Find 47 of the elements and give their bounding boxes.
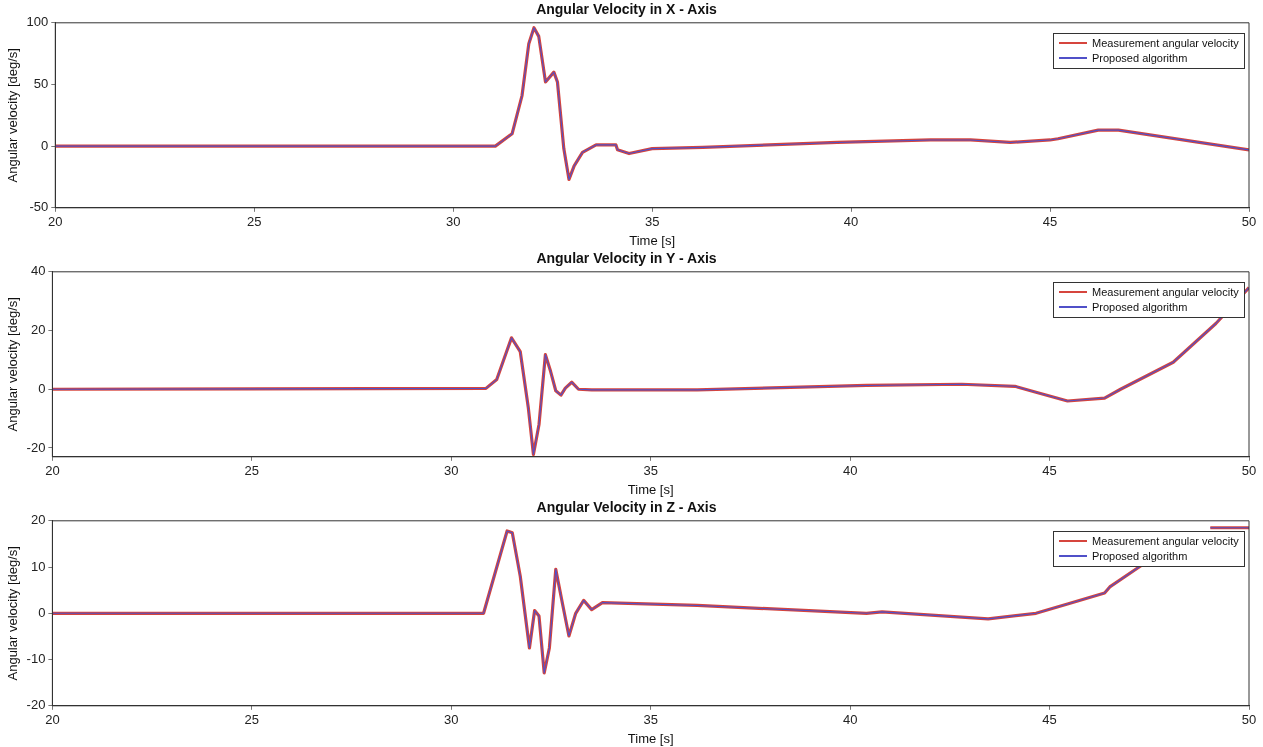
legend-label: Proposed algorithm	[1092, 50, 1188, 66]
y-tick-label: 100	[26, 14, 49, 30]
x-axis-title: Time [s]	[629, 232, 676, 248]
x-axis-title: Time [s]	[627, 730, 674, 746]
y-axis-title: Angular velocity [deg/s]	[5, 48, 21, 183]
y-tick-label: 0	[38, 604, 46, 620]
x-tick-label: 20	[48, 214, 63, 230]
x-tick-label: 40	[842, 712, 858, 728]
x-tick-label: 50	[1241, 214, 1257, 230]
x-tick-label: 45	[1042, 214, 1058, 230]
x-tick-label: 25	[247, 214, 262, 230]
x-tick-label: 30	[444, 463, 459, 479]
x-tick-label: 50	[1241, 463, 1257, 479]
x-tick-label: 30	[445, 214, 461, 230]
legend-label: Measurement angular velocity	[1092, 533, 1239, 549]
x-axis-title: Time [s]	[627, 481, 674, 497]
y-tick-label: 50	[33, 76, 49, 92]
legend-label: Proposed algorithm	[1092, 548, 1188, 564]
x-tick-label: 40	[842, 463, 858, 479]
x-tick-label: 25	[244, 712, 260, 728]
y-tick-label: 20	[30, 322, 46, 338]
y-tick-label: 0	[41, 137, 49, 153]
y-tick-label: -20	[26, 697, 46, 713]
x-tick-label: 40	[843, 214, 859, 230]
x-tick-label: 45	[1042, 463, 1057, 479]
y-tick-label: 10	[30, 558, 46, 574]
legend-label: Measurement angular velocity	[1092, 35, 1239, 51]
legend-label: Measurement angular velocity	[1092, 284, 1239, 300]
y-tick-label: -50	[29, 199, 49, 215]
y-tick-label: 40	[30, 263, 46, 279]
chart-title: Angular Velocity in Z - Axis	[536, 499, 717, 516]
y-tick-label: 20	[30, 512, 46, 528]
x-tick-label: 35	[643, 463, 658, 479]
x-tick-label: 50	[1241, 712, 1257, 728]
x-tick-label: 35	[643, 712, 658, 728]
chart-title: Angular Velocity in X - Axis	[536, 1, 718, 18]
x-tick-label: 25	[244, 463, 260, 479]
legend-label: Proposed algorithm	[1092, 299, 1188, 315]
x-tick-label: 35	[644, 214, 660, 230]
y-axis-title: Angular velocity [deg/s]	[5, 297, 21, 432]
y-tick-label: 0	[38, 380, 46, 396]
chart-title: Angular Velocity in Y - Axis	[536, 250, 717, 267]
x-tick-label: 30	[444, 712, 459, 728]
y-axis-title: Angular velocity [deg/s]	[5, 546, 21, 681]
y-tick-label: -10	[26, 651, 46, 667]
x-tick-label: 45	[1042, 712, 1057, 728]
y-tick-label: -20	[26, 439, 46, 455]
